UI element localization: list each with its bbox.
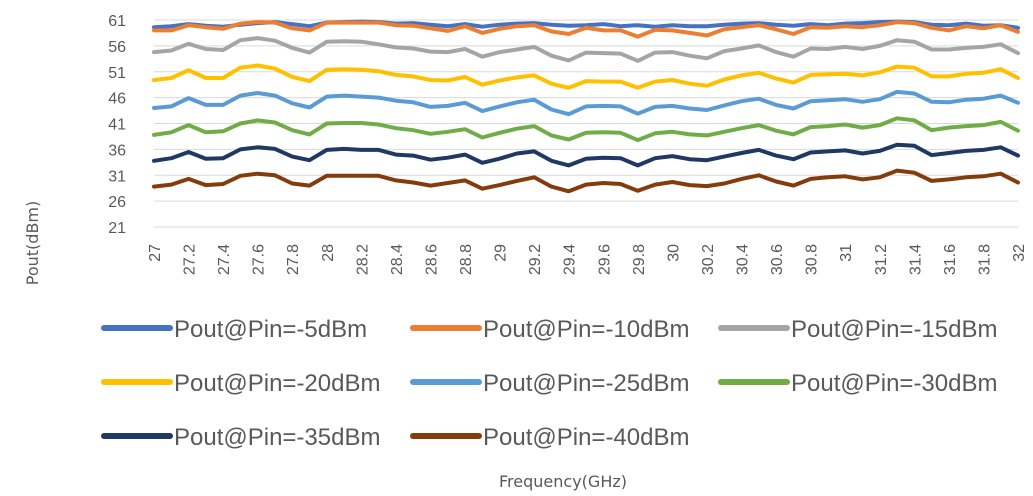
x-tick-label: 31.2 <box>873 244 890 275</box>
x-tick-label: 28.6 <box>423 244 440 275</box>
series-line-6 <box>152 142 1020 168</box>
x-tick-label: 27.2 <box>182 244 199 275</box>
x-tick-label: 29 <box>493 244 510 262</box>
x-tick-label: 32 <box>1011 244 1028 262</box>
x-tick-label: 27.4 <box>216 244 233 275</box>
series-lines <box>152 19 1020 194</box>
x-tick-label: 30 <box>665 244 682 262</box>
x-tick-label: 31.6 <box>942 244 959 275</box>
x-tick-label: 29.4 <box>562 244 579 275</box>
series-line-3 <box>152 63 1020 90</box>
y-tick-label: 41 <box>108 117 126 134</box>
x-tick-label: 30.6 <box>769 244 786 275</box>
legend-label-1: Pout@Pin=-10dBm <box>483 316 689 343</box>
x-tick-label: 28.4 <box>389 244 406 275</box>
x-tick-label: 30.4 <box>735 244 752 275</box>
legend-label-0: Pout@Pin=-5dBm <box>174 316 367 343</box>
series-line-0 <box>152 19 1020 30</box>
gridlines <box>154 19 1018 228</box>
legend-label-3: Pout@Pin=-20dBm <box>174 370 380 397</box>
y-axis-title: Pout(dBm) <box>23 201 42 285</box>
x-tick-label: 31 <box>838 244 855 262</box>
legend-label-2: Pout@Pin=-15dBm <box>791 316 997 343</box>
x-tick-label: 27.8 <box>285 244 302 275</box>
series-line-2 <box>152 36 1020 63</box>
series-line-4 <box>152 89 1020 117</box>
series-line-5 <box>152 116 1020 143</box>
legend-label-4: Pout@Pin=-25dBm <box>483 370 689 397</box>
y-tick-label: 31 <box>108 168 126 185</box>
x-axis-ticks: 27 27.2 27.4 27.6 27.8 28 28.2 28.4 28.6 28.8 29 29… <box>147 244 1028 275</box>
series-line-7 <box>152 168 1020 194</box>
y-tick-label: 56 <box>108 39 126 56</box>
y-tick-label: 51 <box>108 65 126 82</box>
x-tick-label: 29.6 <box>596 244 613 275</box>
x-tick-label: 30.2 <box>700 244 717 275</box>
y-tick-label: 26 <box>108 194 126 211</box>
x-tick-label: 28.8 <box>458 244 475 275</box>
x-tick-label: 29.8 <box>631 244 648 275</box>
legend-label-5: Pout@Pin=-30dBm <box>791 370 997 397</box>
x-tick-label: 31.8 <box>976 244 993 275</box>
y-tick-label: 36 <box>108 142 126 159</box>
y-tick-label: 61 <box>108 13 126 30</box>
y-tick-label: 21 <box>108 220 126 237</box>
x-tick-label: 27.6 <box>251 244 268 275</box>
x-tick-label: 31.4 <box>907 244 924 275</box>
y-axis-ticks: 21 26 31 36 41 46 51 56 61 <box>108 13 126 237</box>
x-tick-label: 27 <box>147 244 164 262</box>
x-tick-label: 28.2 <box>354 244 371 275</box>
legend-label-7: Pout@Pin=-40dBm <box>483 424 689 451</box>
series-line-1 <box>152 20 1020 39</box>
x-axis-title: Frequency(GHz) <box>499 472 627 491</box>
x-tick-label: 28 <box>320 244 337 262</box>
y-tick-label: 46 <box>108 91 126 108</box>
x-tick-label: 29.2 <box>527 244 544 275</box>
legend: Pout@Pin=-5dBm Pout@Pin=-10dBm Pout@Pin=-1… <box>101 316 997 451</box>
legend-label-6: Pout@Pin=-35dBm <box>174 424 380 451</box>
x-tick-label: 30.8 <box>804 244 821 275</box>
